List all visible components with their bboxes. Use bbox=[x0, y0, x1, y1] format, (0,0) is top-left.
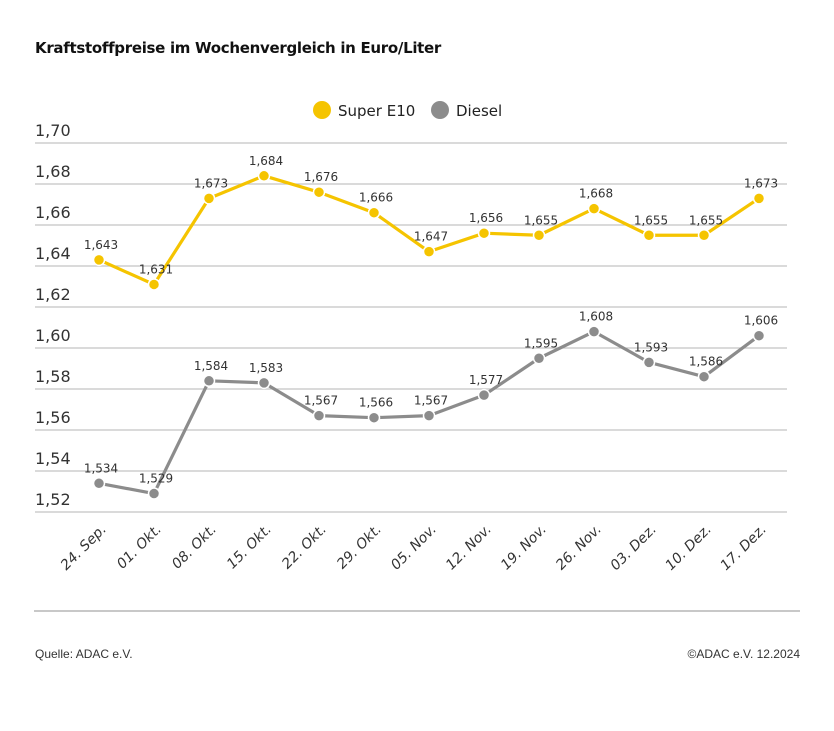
data-label: 1,655 bbox=[524, 213, 558, 227]
series-super-e10: 1,643 1,631 1,673 1,684 1,676 1,666 1,647 1,656… bbox=[84, 154, 778, 291]
data-point bbox=[92, 253, 106, 267]
y-tick-label: 1,60 bbox=[35, 326, 71, 345]
legend-marker bbox=[431, 101, 449, 119]
data-label: 1,673 bbox=[194, 176, 228, 190]
data-label: 1,529 bbox=[139, 472, 173, 486]
data-label: 1,595 bbox=[524, 336, 558, 350]
source-note: Quelle: ADAC e.V. bbox=[35, 647, 133, 661]
data-label: 1,584 bbox=[194, 359, 228, 373]
data-point bbox=[587, 325, 601, 338]
data-label: 1,676 bbox=[304, 170, 338, 184]
data-point bbox=[752, 329, 766, 342]
data-label: 1,566 bbox=[359, 396, 393, 410]
data-point bbox=[697, 370, 711, 383]
x-tick-label: 03. Dez. bbox=[608, 522, 660, 574]
data-label: 1,608 bbox=[579, 310, 613, 324]
y-tick-label: 1,62 bbox=[35, 285, 71, 304]
data-label: 1,643 bbox=[84, 238, 118, 252]
data-point bbox=[532, 229, 546, 242]
legend-marker bbox=[313, 101, 331, 119]
data-label: 1,583 bbox=[249, 361, 283, 375]
y-tick-label: 1,58 bbox=[35, 367, 71, 386]
data-point bbox=[422, 409, 436, 422]
y-tick-label: 1,52 bbox=[35, 490, 71, 509]
data-point bbox=[147, 487, 161, 500]
data-point bbox=[697, 229, 711, 242]
x-tick-label: 24. Sep. bbox=[58, 522, 110, 574]
x-tick-label: 26. Nov. bbox=[553, 522, 605, 574]
data-point bbox=[532, 352, 546, 365]
data-label: 1,656 bbox=[469, 211, 503, 225]
data-point bbox=[367, 206, 381, 219]
data-label: 1,586 bbox=[689, 355, 723, 369]
data-label: 1,534 bbox=[84, 461, 118, 475]
data-label: 1,593 bbox=[634, 340, 668, 354]
legend-label: Diesel bbox=[456, 102, 502, 120]
data-point bbox=[312, 409, 326, 422]
y-tick-label: 1,54 bbox=[35, 449, 71, 468]
y-tick-label: 1,56 bbox=[35, 408, 71, 427]
x-tick-label: 01. Okt. bbox=[114, 522, 165, 573]
data-label: 1,655 bbox=[634, 213, 668, 227]
data-label: 1,567 bbox=[304, 394, 338, 408]
y-tick-label: 1,64 bbox=[35, 244, 71, 263]
data-label: 1,647 bbox=[414, 230, 448, 244]
copyright-note: ©ADAC e.V. 12.2024 bbox=[687, 647, 800, 661]
data-point bbox=[422, 245, 436, 258]
data-point bbox=[642, 229, 656, 242]
data-label: 1,684 bbox=[249, 154, 283, 168]
data-point bbox=[92, 477, 106, 490]
y-tick-label: 1,70 bbox=[35, 121, 71, 140]
legend-label: Super E10 bbox=[338, 102, 415, 120]
x-tick-label: 05. Nov. bbox=[388, 522, 440, 574]
data-point bbox=[477, 388, 491, 402]
series-diesel: 1,534 1,529 1,584 1,583 1,567 1,566 1,567 1,577… bbox=[84, 310, 778, 500]
data-label: 1,567 bbox=[414, 394, 448, 408]
data-point bbox=[367, 411, 381, 424]
data-label: 1,668 bbox=[579, 187, 613, 201]
data-point bbox=[312, 185, 326, 199]
data-point bbox=[257, 169, 271, 183]
x-tick-label: 22. Okt. bbox=[279, 522, 330, 573]
data-label: 1,577 bbox=[469, 373, 503, 387]
data-point bbox=[752, 192, 766, 205]
data-label: 1,655 bbox=[689, 213, 723, 227]
x-tick-label: 08. Okt. bbox=[169, 522, 220, 573]
x-tick-label: 12. Nov. bbox=[443, 522, 495, 574]
x-tick-label: 17. Dez. bbox=[718, 522, 770, 574]
y-tick-label: 1,66 bbox=[35, 203, 71, 222]
data-point bbox=[202, 374, 216, 388]
x-tick-label: 15. Okt. bbox=[224, 522, 275, 573]
data-point bbox=[477, 226, 491, 240]
x-tick-label: 29. Okt. bbox=[334, 522, 385, 573]
divider bbox=[34, 610, 800, 612]
data-point bbox=[587, 202, 601, 215]
chart-title: Kraftstoffpreise im Wochenvergleich in E… bbox=[35, 39, 442, 57]
data-point bbox=[147, 278, 161, 291]
x-tick-label: 19. Nov. bbox=[498, 522, 550, 574]
data-label: 1,631 bbox=[139, 262, 173, 276]
data-point bbox=[202, 192, 216, 205]
x-tick-label: 10. Dez. bbox=[663, 522, 715, 574]
y-tick-label: 1,68 bbox=[35, 162, 71, 181]
data-point bbox=[642, 356, 656, 369]
data-label: 1,606 bbox=[744, 314, 778, 328]
data-label: 1,666 bbox=[359, 191, 393, 205]
data-point bbox=[257, 376, 271, 390]
data-label: 1,673 bbox=[744, 176, 778, 190]
